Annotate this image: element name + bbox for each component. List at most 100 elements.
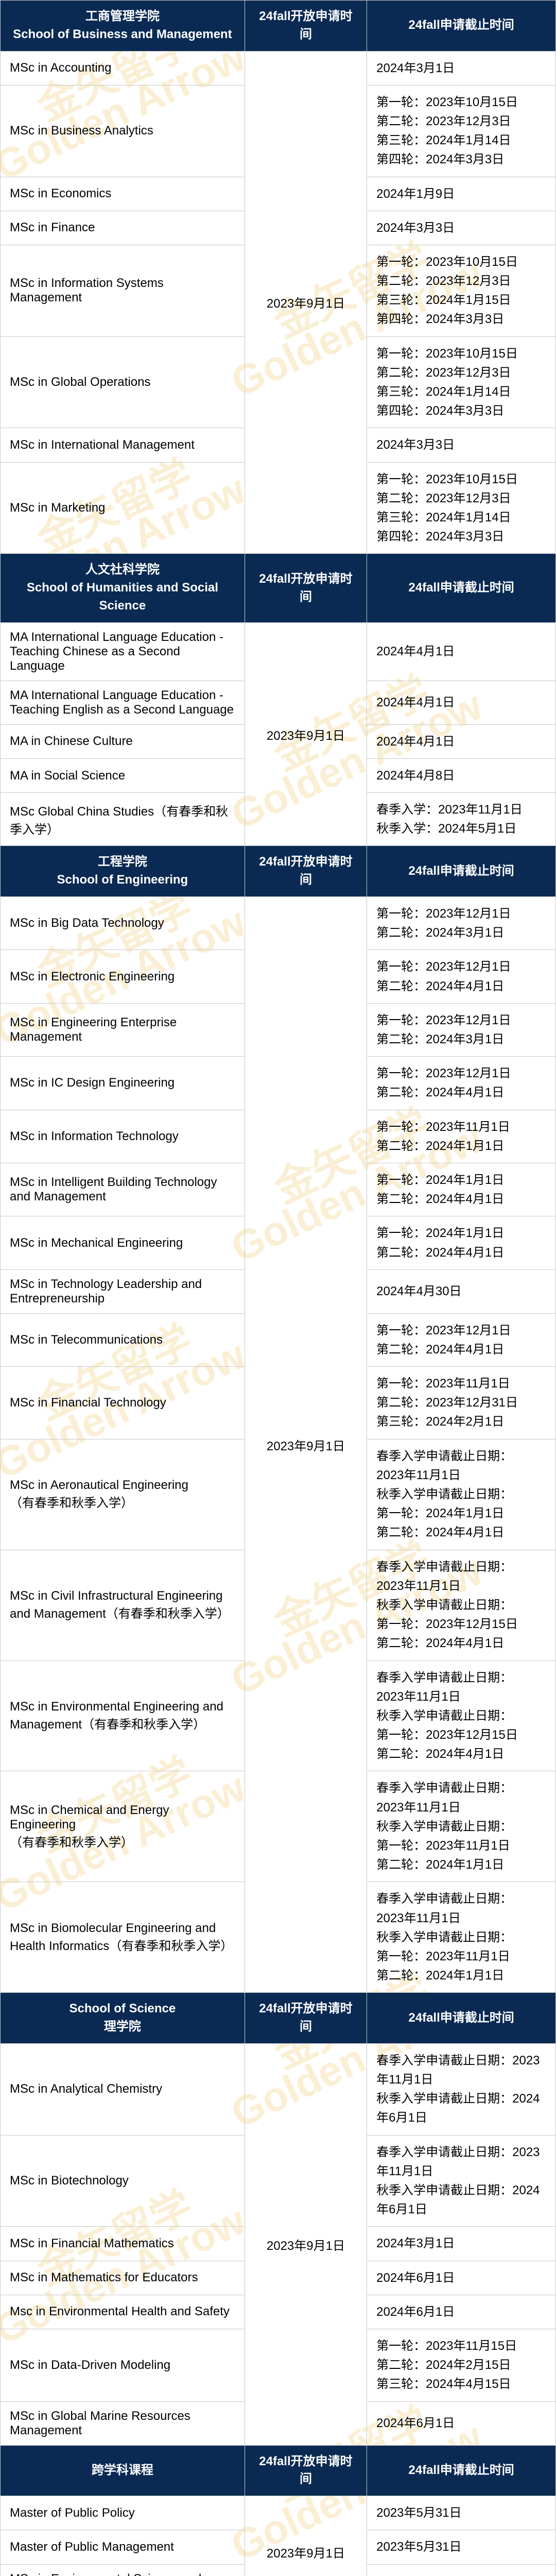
program-name: MSc in Mechanical Engineering	[1, 1216, 245, 1269]
table-row: MA International Language Education - Te…	[1, 622, 556, 681]
deadline-date: 2024年4月30日	[367, 1269, 556, 1313]
open-date: 2023年9月1日	[245, 2496, 367, 2576]
program-name: MSc in Intelligent Building Technology a…	[1, 1163, 245, 1216]
program-name: Master of Public Policy	[1, 2496, 245, 2530]
program-name: MSc in Information Technology	[1, 1110, 245, 1163]
deadline-date: 2024年3月1日	[367, 2227, 556, 2261]
program-name: MSc in Marketing	[1, 462, 245, 554]
deadline-date: 2024年6月1日	[367, 2261, 556, 2295]
deadline-date: 2024年6月1日	[367, 2401, 556, 2445]
deadline-date: 2024年3月3日	[367, 428, 556, 462]
program-name: MSc in Data-Driven Modeling	[1, 2329, 245, 2401]
open-header: 24fall开放申请时间	[245, 2445, 367, 2496]
program-name: MSc in Civil Infrastructural Engineering…	[1, 1550, 245, 1660]
deadline-date: 2024年4月1日	[367, 622, 556, 681]
deadline-date: 第一轮：2023年10月15日第二轮：2023年12月3日第三轮：2024年1月…	[367, 245, 556, 336]
deadline-date: 第一轮：2023年12月1日第二轮：2024年4月1日	[367, 1057, 556, 1110]
table-row: Master of Public Policy2023年9月1日2023年5月3…	[1, 2496, 556, 2530]
deadline-date: 春季入学：2023年11月1日秋季入学：2024年5月1日	[367, 793, 556, 846]
deadline-date: 第一轮：2024年1月1日第二轮：2024年4月1日	[367, 1216, 556, 1269]
deadline-date: 第一轮：2023年10月15日第二轮：2023年12月3日第三轮：2024年1月…	[367, 85, 556, 177]
open-date: 2023年9月1日	[245, 622, 367, 846]
open-date: 2023年9月1日	[245, 2043, 367, 2445]
deadline-date: 2024年6月1日	[367, 2295, 556, 2329]
open-header: 24fall开放申请时间	[245, 1, 367, 52]
deadline-header: 24fall申请截止时间	[367, 1, 556, 52]
program-name: MSc in International Management	[1, 428, 245, 462]
deadline-header: 24fall申请截止时间	[367, 2445, 556, 2496]
program-name: MSc in Biomolecular Engineering and Heal…	[1, 1882, 245, 1993]
program-name: MSc Global China Studies（有春季和秋季入学）	[1, 793, 245, 846]
program-name: MSc in Global Marine Resources Managemen…	[1, 2401, 245, 2445]
deadline-date: 2024年3月1日	[367, 51, 556, 85]
deadline-date: 2024年4月1日	[367, 724, 556, 758]
program-name: MA International Language Education - Te…	[1, 681, 245, 724]
deadline-date: 春季入学申请截止日期：2023年11月1日秋季入学申请截止日期：2024年6月1…	[367, 2043, 556, 2135]
program-name: Master of Public Management	[1, 2530, 245, 2564]
program-name: MSc in IC Design Engineering	[1, 1057, 245, 1110]
program-name: MSc in Chemical and Energy Engineering（有…	[1, 1771, 245, 1882]
program-name: MSc in Environmental Engineering and Man…	[1, 1660, 245, 1771]
deadline-date: 2023年5月31日	[367, 2530, 556, 2564]
table-row: MSc in Accounting2023年9月1日2024年3月1日	[1, 51, 556, 85]
program-name: MSc in Finance	[1, 211, 245, 245]
program-name: MSc in Engineering Enterprise Management	[1, 1003, 245, 1056]
deadline-date: 春季入学申请截止日期：2023年11月1日秋季入学申请截止日期：第一轮：2023…	[367, 1882, 556, 1993]
deadline-date: 2024年6月1日	[367, 2564, 556, 2576]
program-name: MSc in Big Data Technology	[1, 897, 245, 950]
deadline-date: 第一轮：2023年11月15日第二轮：2024年2月15日第三轮：2024年4月…	[367, 2329, 556, 2401]
deadline-date: 2023年5月31日	[367, 2496, 556, 2530]
program-name: MSc in Global Operations	[1, 336, 245, 428]
program-name: MA International Language Education - Te…	[1, 622, 245, 681]
program-name: MSc in Aeronautical Engineering（有春季和秋季入学…	[1, 1439, 245, 1550]
school-header: 工商管理学院School of Business and Management	[1, 1, 245, 52]
program-name: MSc in Information Systems Management	[1, 245, 245, 336]
deadline-date: 第一轮：2023年10月15日第二轮：2023年12月3日第三轮：2024年1月…	[367, 462, 556, 554]
program-name: MSc in Telecommunications	[1, 1313, 245, 1366]
program-name: MSc in Financial Technology	[1, 1367, 245, 1439]
deadline-date: 2024年3月3日	[367, 211, 556, 245]
table-row: MSc in Big Data Technology2023年9月1日第一轮：2…	[1, 897, 556, 950]
deadline-header: 24fall申请截止时间	[367, 1993, 556, 2044]
program-name: MSc in Environmental Science and Managem…	[1, 2564, 245, 2576]
program-name: Msc in Environmental Health and Safety	[1, 2295, 245, 2329]
deadline-date: 第一轮：2023年12月1日第二轮：2024年3月1日	[367, 1003, 556, 1056]
deadline-date: 春季入学申请截止日期：2023年11月1日秋季入学申请截止日期：第一轮：2024…	[367, 1439, 556, 1550]
deadline-date: 第一轮：2023年11月1日第二轮：2024年1月1日	[367, 1110, 556, 1163]
deadline-date: 第一轮：2023年12月1日第二轮：2024年3月1日	[367, 897, 556, 950]
open-header: 24fall开放申请时间	[245, 1993, 367, 2044]
program-name: MSc in Electronic Engineering	[1, 950, 245, 1003]
deadline-date: 春季入学申请截止日期：2023年11月1日秋季入学申请截止日期：2024年6月1…	[367, 2135, 556, 2227]
program-name: MSc in Financial Mathematics	[1, 2227, 245, 2261]
deadline-date: 第一轮：2023年11月1日第二轮：2023年12月31日第三轮：2024年2月…	[367, 1367, 556, 1439]
program-name: MSc in Economics	[1, 177, 245, 211]
open-date: 2023年9月1日	[245, 51, 367, 554]
deadline-date: 2024年1月9日	[367, 177, 556, 211]
open-date: 2023年9月1日	[245, 897, 367, 1993]
deadline-date: 2024年4月1日	[367, 681, 556, 724]
table-row: MSc in Analytical Chemistry2023年9月1日春季入学…	[1, 2043, 556, 2135]
deadline-header: 24fall申请截止时间	[367, 554, 556, 622]
school-header: 跨学科课程	[1, 2445, 245, 2496]
program-name: MSc in Technology Leadership and Entrepr…	[1, 1269, 245, 1313]
open-header: 24fall开放申请时间	[245, 846, 367, 897]
deadline-header: 24fall申请截止时间	[367, 846, 556, 897]
deadline-table: 工商管理学院School of Business and Management2…	[0, 0, 556, 2576]
deadline-date: 春季入学申请截止日期：2023年11月1日秋季入学申请截止日期：第一轮：2023…	[367, 1660, 556, 1771]
deadline-date: 第一轮：2023年10月15日第二轮：2023年12月3日第三轮：2024年1月…	[367, 336, 556, 428]
deadline-date: 春季入学申请截止日期：2023年11月1日秋季入学申请截止日期：第一轮：2023…	[367, 1771, 556, 1882]
program-name: MA in Social Science	[1, 758, 245, 792]
program-name: MSc in Biotechnology	[1, 2135, 245, 2227]
deadline-date: 第一轮：2023年12月1日第二轮：2024年4月1日	[367, 950, 556, 1003]
deadline-date: 第一轮：2024年1月1日第二轮：2024年4月1日	[367, 1163, 556, 1216]
program-name: MSc in Mathematics for Educators	[1, 2261, 245, 2295]
program-name: MA in Chinese Culture	[1, 724, 245, 758]
school-header: 工程学院School of Engineering	[1, 846, 245, 897]
deadline-date: 2024年4月8日	[367, 758, 556, 792]
open-header: 24fall开放申请时间	[245, 554, 367, 622]
program-name: MSc in Business Analytics	[1, 85, 245, 177]
deadline-date: 第一轮：2023年12月1日第二轮：2024年4月1日	[367, 1313, 556, 1366]
deadline-date: 春季入学申请截止日期：2023年11月1日秋季入学申请截止日期：第一轮：2023…	[367, 1550, 556, 1660]
program-name: MSc in Accounting	[1, 51, 245, 85]
program-name: MSc in Analytical Chemistry	[1, 2043, 245, 2135]
